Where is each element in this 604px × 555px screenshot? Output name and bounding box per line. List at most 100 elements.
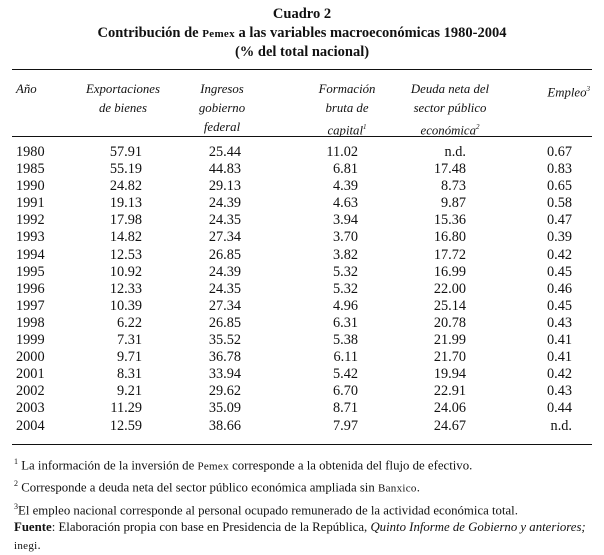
cell-formacion: 6.31 [332, 314, 358, 331]
cell-empleo: n.d. [550, 417, 572, 434]
cell-formacion: 7.97 [332, 417, 358, 434]
cell-exportaciones: 8.31 [116, 366, 142, 383]
cell-year: 1993 [16, 229, 45, 246]
pemex-smallcaps: Pemex [202, 28, 235, 40]
cell-year: 2000 [16, 349, 45, 366]
cell-ingresos: 35.52 [208, 332, 241, 349]
cell-year: 1992 [16, 212, 45, 229]
table-row: 1980 57.91 25.44 11.02 n.d. 0.67 [0, 144, 604, 161]
cell-deuda: 15.36 [433, 212, 466, 229]
cell-exportaciones: 14.82 [109, 229, 142, 246]
table-row: 2004 12.59 38.66 7.97 24.67 n.d. [0, 418, 604, 435]
cell-empleo: 0.42 [546, 246, 572, 263]
cell-deuda: 24.67 [433, 417, 466, 434]
cell-formacion: 5.42 [332, 366, 358, 383]
cell-empleo: 0.65 [546, 178, 572, 195]
cell-formacion: 3.70 [332, 229, 358, 246]
cell-empleo: 0.44 [546, 400, 572, 417]
footnotes: 1 La información de la inversión de Peme… [14, 453, 598, 555]
cell-year: 2003 [16, 400, 45, 417]
cell-deuda: 19.94 [433, 366, 466, 383]
table-row: 1985 55.19 44.83 6.81 17.48 0.83 [0, 161, 604, 178]
cell-year: 2001 [16, 366, 45, 383]
bottom-rule [12, 444, 592, 445]
cell-formacion: 3.94 [332, 212, 358, 229]
cell-formacion: 6.81 [332, 161, 358, 178]
footnote-3: 3El empleo nacional corresponde al perso… [14, 501, 518, 518]
cell-exportaciones: 7.31 [116, 332, 142, 349]
cell-empleo: 0.39 [546, 229, 572, 246]
cell-deuda: 16.99 [433, 263, 466, 280]
footnote-2: 2 Corresponde a deuda neta del sector pú… [14, 479, 420, 495]
cell-year: 1999 [16, 332, 45, 349]
cell-formacion: 3.82 [332, 246, 358, 263]
table-figure: Cuadro 2 Contribución de Pemex a las var… [0, 6, 604, 552]
cell-formacion: 5.32 [332, 263, 358, 280]
table-number: Cuadro 2 [272, 6, 332, 22]
table-row: 1991 19.13 24.39 4.63 9.87 0.58 [0, 195, 604, 212]
cell-deuda: 16.80 [433, 229, 466, 246]
cell-deuda: 8.73 [440, 178, 466, 195]
cell-deuda: 24.06 [433, 400, 466, 417]
header-exportaciones: Exportaciones de bienes [86, 82, 160, 115]
cell-ingresos: 24.39 [208, 263, 241, 280]
cell-empleo: 0.45 [546, 263, 572, 280]
cell-year: 1985 [16, 161, 45, 178]
cell-exportaciones: 6.22 [116, 314, 142, 331]
cell-exportaciones: 55.19 [109, 161, 142, 178]
cell-year: 1995 [16, 263, 45, 280]
cell-formacion: 11.02 [326, 144, 358, 160]
header-deuda: Deuda neta del sector público económica2 [410, 82, 490, 138]
cell-empleo: 0.46 [546, 280, 572, 297]
cell-ingresos: 38.66 [208, 417, 241, 434]
cell-exportaciones: 12.33 [109, 280, 142, 297]
cell-deuda: 21.99 [433, 332, 466, 349]
cell-formacion: 5.38 [332, 332, 358, 349]
cell-exportaciones: 12.59 [109, 417, 142, 434]
cell-exportaciones: 9.71 [116, 349, 142, 366]
cell-year: 1997 [16, 297, 45, 314]
cell-empleo: 0.43 [546, 383, 572, 400]
cell-exportaciones: 17.98 [109, 212, 142, 229]
footnote-1: 1 La información de la inversión de Peme… [14, 457, 473, 473]
cell-deuda: 9.87 [440, 195, 466, 212]
cell-year: 1998 [16, 314, 45, 331]
cell-exportaciones: 12.53 [109, 246, 142, 263]
cell-year: 1996 [16, 280, 45, 297]
header-empleo: Empleo3 [547, 85, 590, 100]
cell-deuda: 22.91 [433, 383, 466, 400]
cell-year: 2002 [16, 383, 45, 400]
cell-exportaciones: 9.21 [116, 383, 142, 400]
cell-formacion: 5.32 [332, 280, 358, 297]
cell-ingresos: 36.78 [208, 349, 241, 366]
cell-formacion: 6.70 [332, 383, 358, 400]
cell-formacion: 6.11 [333, 349, 359, 366]
top-rule [12, 69, 592, 70]
table-body: 1980 57.91 25.44 11.02 n.d. 0.67 1985 55.19 44.8… [0, 144, 604, 435]
cell-ingresos: 44.83 [208, 161, 241, 178]
table-row: 2001 8.31 33.94 5.42 19.94 0.42 [0, 366, 604, 383]
cell-deuda: n.d. [444, 144, 466, 160]
cell-formacion: 4.96 [332, 297, 358, 314]
cell-ingresos: 29.13 [208, 178, 241, 195]
cell-ingresos: 24.35 [208, 280, 241, 297]
header-rule [12, 136, 592, 137]
cell-ingresos: 26.85 [208, 246, 241, 263]
cell-ingresos: 33.94 [208, 366, 241, 383]
cell-year: 2004 [16, 417, 45, 434]
cell-exportaciones: 19.13 [109, 195, 142, 212]
header-ano: Año [16, 82, 37, 96]
table-subtitle: (% del total nacional) [234, 44, 370, 60]
cell-empleo: 0.58 [546, 195, 572, 212]
table-row: 1990 24.82 29.13 4.39 8.73 0.65 [0, 178, 604, 195]
cell-exportaciones: 57.91 [109, 144, 142, 160]
table-row: 1994 12.53 26.85 3.82 17.72 0.42 [0, 247, 604, 264]
table-row: 2000 9.71 36.78 6.11 21.70 0.41 [0, 349, 604, 366]
source-note: Fuente: Elaboración propia con base en P… [14, 520, 586, 552]
cell-deuda: 21.70 [433, 349, 466, 366]
cell-empleo: 0.47 [546, 212, 572, 229]
table-row: 1999 7.31 35.52 5.38 21.99 0.41 [0, 332, 604, 349]
cell-formacion: 4.63 [332, 195, 358, 212]
cell-empleo: 0.41 [546, 349, 572, 366]
table-row: 1998 6.22 26.85 6.31 20.78 0.43 [0, 315, 604, 332]
